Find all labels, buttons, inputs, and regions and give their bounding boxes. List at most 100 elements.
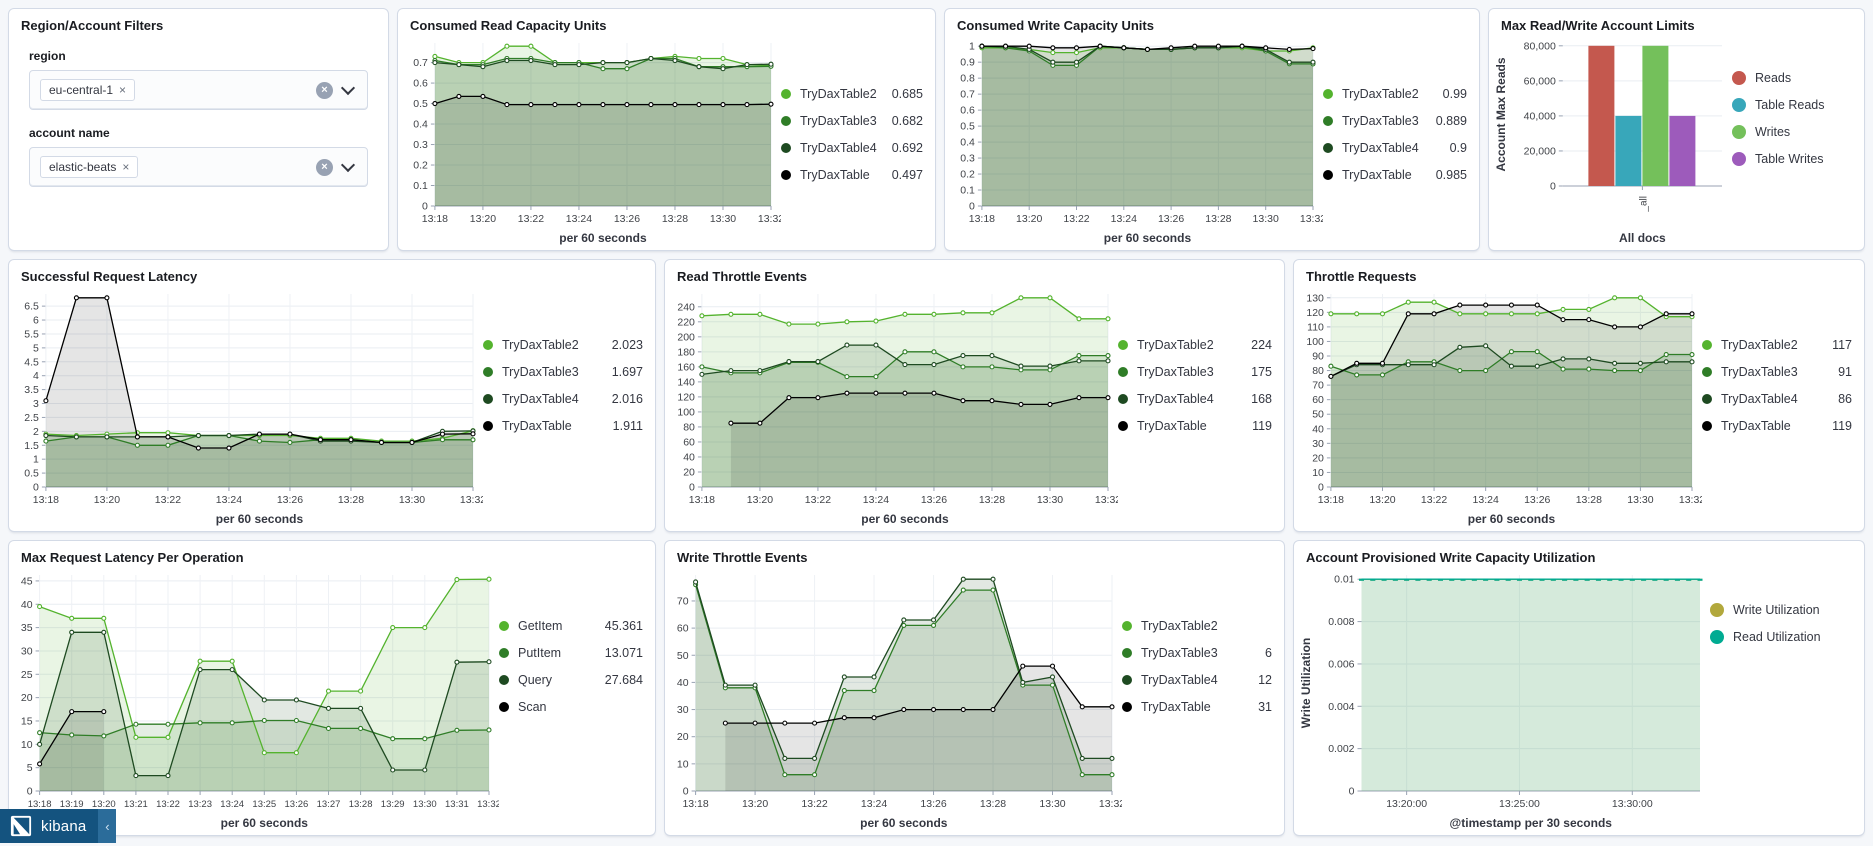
throttle-requests-chart[interactable]: 0 10 20 30 40 50 60 70 80 90 100 110 120 130 13:18 13:2… xyxy=(1298,284,1702,529)
legend-series-dot-icon xyxy=(1702,421,1712,431)
panel-read-throttle-events: Read Throttle Events 0 20 40 60 80 100 120 140 1… xyxy=(664,259,1285,532)
legend-item[interactable]: GetItem 45.361 xyxy=(499,619,643,633)
legend-item[interactable]: TryDaxTable 0.497 xyxy=(781,168,923,182)
legend-label: TryDaxTable xyxy=(502,419,572,433)
max-request-latency-chart[interactable]: 0 5 10 15 20 25 30 35 40 45 13:18 13:19 13:20 13:21 13… xyxy=(13,565,499,833)
svg-text:0.7: 0.7 xyxy=(413,57,428,69)
legend-item[interactable]: Scan xyxy=(499,700,643,714)
legend-value: 2.016 xyxy=(611,392,643,406)
legend-series-dot-icon xyxy=(1702,394,1712,404)
kibana-home-button[interactable]: kibana xyxy=(0,809,99,843)
svg-text:13:30: 13:30 xyxy=(1253,213,1279,225)
svg-text:13:30:00: 13:30:00 xyxy=(1612,798,1653,810)
account-selected-badge[interactable]: elastic-beats × xyxy=(40,156,139,178)
write-throttle-events-chart[interactable]: 0 10 20 30 40 50 60 70 13:18 13:20 13:22 13:24 13:26… xyxy=(669,565,1122,833)
svg-text:13:20: 13:20 xyxy=(1369,494,1395,506)
svg-text:13:26: 13:26 xyxy=(920,798,946,810)
legend-series-dot-icon xyxy=(1323,143,1333,153)
legend-item[interactable]: TryDaxTable 119 xyxy=(1702,419,1852,433)
svg-text:5: 5 xyxy=(27,762,33,774)
legend-item[interactable]: TryDaxTable 0.985 xyxy=(1323,168,1467,182)
svg-text:13:28: 13:28 xyxy=(349,799,373,810)
legend-item[interactable]: TryDaxTable2 224 xyxy=(1118,338,1272,352)
svg-text:13:18: 13:18 xyxy=(33,494,59,506)
legend-item[interactable]: Writes xyxy=(1732,125,1852,139)
legend-label: Write Utilization xyxy=(1733,603,1820,617)
legend-item[interactable]: TryDaxTable2 xyxy=(1122,619,1272,633)
legend-item[interactable]: TryDaxTable 1.911 xyxy=(483,419,643,433)
svg-text:60: 60 xyxy=(683,436,695,448)
legend-item[interactable]: Table Reads xyxy=(1732,98,1852,112)
legend-item[interactable]: TryDaxTable4 2.016 xyxy=(483,392,643,406)
legend-item[interactable]: TryDaxTable3 175 xyxy=(1118,365,1272,379)
consumed-write-capacity-chart[interactable]: 0 0.1 0.2 0.3 0.4 0.5 0.6 0.7 0.8 0.9 1 13:18 13:20 1… xyxy=(949,33,1323,248)
legend-item[interactable]: TryDaxTable4 0.692 xyxy=(781,141,923,155)
legend-value: 0.985 xyxy=(1435,168,1467,182)
svg-text:20: 20 xyxy=(21,692,33,704)
legend-label: TryDaxTable3 xyxy=(1342,114,1419,128)
legend-item[interactable]: TryDaxTable3 91 xyxy=(1702,365,1852,379)
legend-item[interactable]: TryDaxTable2 0.99 xyxy=(1323,87,1467,101)
svg-text:60,000: 60,000 xyxy=(1524,75,1556,87)
legend-label: TryDaxTable4 xyxy=(1342,141,1419,155)
svg-text:40: 40 xyxy=(1312,423,1324,435)
legend-item[interactable]: TryDaxTable3 1.697 xyxy=(483,365,643,379)
chevron-down-icon[interactable] xyxy=(340,157,356,173)
region-selected-badge[interactable]: eu-central-1 × xyxy=(40,79,136,101)
legend-item[interactable]: TryDaxTable2 0.685 xyxy=(781,87,923,101)
account-name-combobox[interactable]: elastic-beats × × xyxy=(29,147,368,187)
legend-label: Scan xyxy=(518,700,547,714)
svg-text:13:18: 13:18 xyxy=(969,213,995,225)
svg-text:13:30: 13:30 xyxy=(399,494,425,506)
legend-item[interactable]: TryDaxTable4 86 xyxy=(1702,392,1852,406)
chevron-down-icon[interactable] xyxy=(340,80,356,96)
legend-item[interactable]: TryDaxTable4 0.9 xyxy=(1323,141,1467,155)
legend-item[interactable]: TryDaxTable2 2.023 xyxy=(483,338,643,352)
legend-item[interactable]: PutItem 13.071 xyxy=(499,646,643,660)
legend-value: 0.685 xyxy=(891,87,923,101)
legend-item[interactable]: Write Utilization xyxy=(1710,603,1852,617)
remove-badge-icon[interactable]: × xyxy=(119,83,127,97)
legend-item[interactable]: TryDaxTable2 117 xyxy=(1702,338,1852,352)
chart-legend: TryDaxTable2 2.023 TryDaxTable3 1.697 TryDax… xyxy=(483,284,651,529)
legend-item[interactable]: Reads xyxy=(1732,71,1852,85)
svg-text:13:20: 13:20 xyxy=(1016,213,1042,225)
region-combobox[interactable]: eu-central-1 × × xyxy=(29,70,368,110)
clear-selection-icon[interactable]: × xyxy=(316,81,333,99)
svg-text:13:27: 13:27 xyxy=(317,799,341,810)
remove-badge-icon[interactable]: × xyxy=(122,160,130,174)
svg-text:6.5: 6.5 xyxy=(24,301,39,313)
collapse-nav-button[interactable]: ‹ xyxy=(98,809,117,843)
panel-title: Region/Account Filters xyxy=(21,18,164,33)
write-capacity-utilization-chart[interactable]: 0 0.002 0.004 0.006 0.008 0.01 13:20:00 13:25:0… xyxy=(1298,565,1710,833)
read-throttle-events-chart[interactable]: 0 20 40 60 80 100 120 140 160 180 200 220 240 13:18 13… xyxy=(669,284,1118,529)
consumed-read-capacity-chart[interactable]: 0 0.1 0.2 0.3 0.4 0.5 0.6 0.7 13:18 13:20 13:22 13:… xyxy=(402,33,781,248)
panel-consumed-read-capacity-units: Consumed Read Capacity Units 0 0.1 0.2 0.3 0… xyxy=(397,8,936,251)
legend-label: TryDaxTable2 xyxy=(800,87,877,101)
legend-item[interactable]: TryDaxTable4 168 xyxy=(1118,392,1272,406)
kibana-navbar[interactable]: kibana ‹ xyxy=(0,809,117,843)
legend-label: TryDaxTable2 xyxy=(1721,338,1798,352)
legend-series-dot-icon xyxy=(483,421,493,431)
svg-text:0.5: 0.5 xyxy=(960,121,975,133)
legend-item[interactable]: Query 27.684 xyxy=(499,673,643,687)
svg-text:0.2: 0.2 xyxy=(960,169,975,181)
legend-item[interactable]: TryDaxTable 31 xyxy=(1122,700,1272,714)
svg-text:120: 120 xyxy=(1306,307,1324,319)
legend-item[interactable]: Read Utilization xyxy=(1710,630,1852,644)
legend-series-dot-icon xyxy=(1122,675,1132,685)
legend-item[interactable]: TryDaxTable3 6 xyxy=(1122,646,1272,660)
legend-item[interactable]: TryDaxTable3 0.682 xyxy=(781,114,923,128)
svg-text:13:28: 13:28 xyxy=(980,798,1006,810)
legend-item[interactable]: TryDaxTable3 0.889 xyxy=(1323,114,1467,128)
legend-item[interactable]: TryDaxTable4 12 xyxy=(1122,673,1272,687)
legend-item[interactable]: Table Writes xyxy=(1732,152,1852,166)
successful-request-latency-chart[interactable]: 0 0.5 1 1.5 2 2.5 3 3.5 4 4.5 5 5.5 6 6.5 13:18 13:20 13… xyxy=(13,284,483,529)
legend-item[interactable]: TryDaxTable 119 xyxy=(1118,419,1272,433)
svg-text:13:22: 13:22 xyxy=(805,494,831,506)
legend-value: 119 xyxy=(1832,419,1852,433)
max-read-write-limits-chart[interactable]: 0 20,000 40,000 60,000 80,000 _all All docs Acc… xyxy=(1493,33,1732,248)
svg-text:_all: _all xyxy=(1638,196,1649,213)
clear-selection-icon[interactable]: × xyxy=(316,158,333,176)
svg-text:13:26: 13:26 xyxy=(1158,213,1184,225)
